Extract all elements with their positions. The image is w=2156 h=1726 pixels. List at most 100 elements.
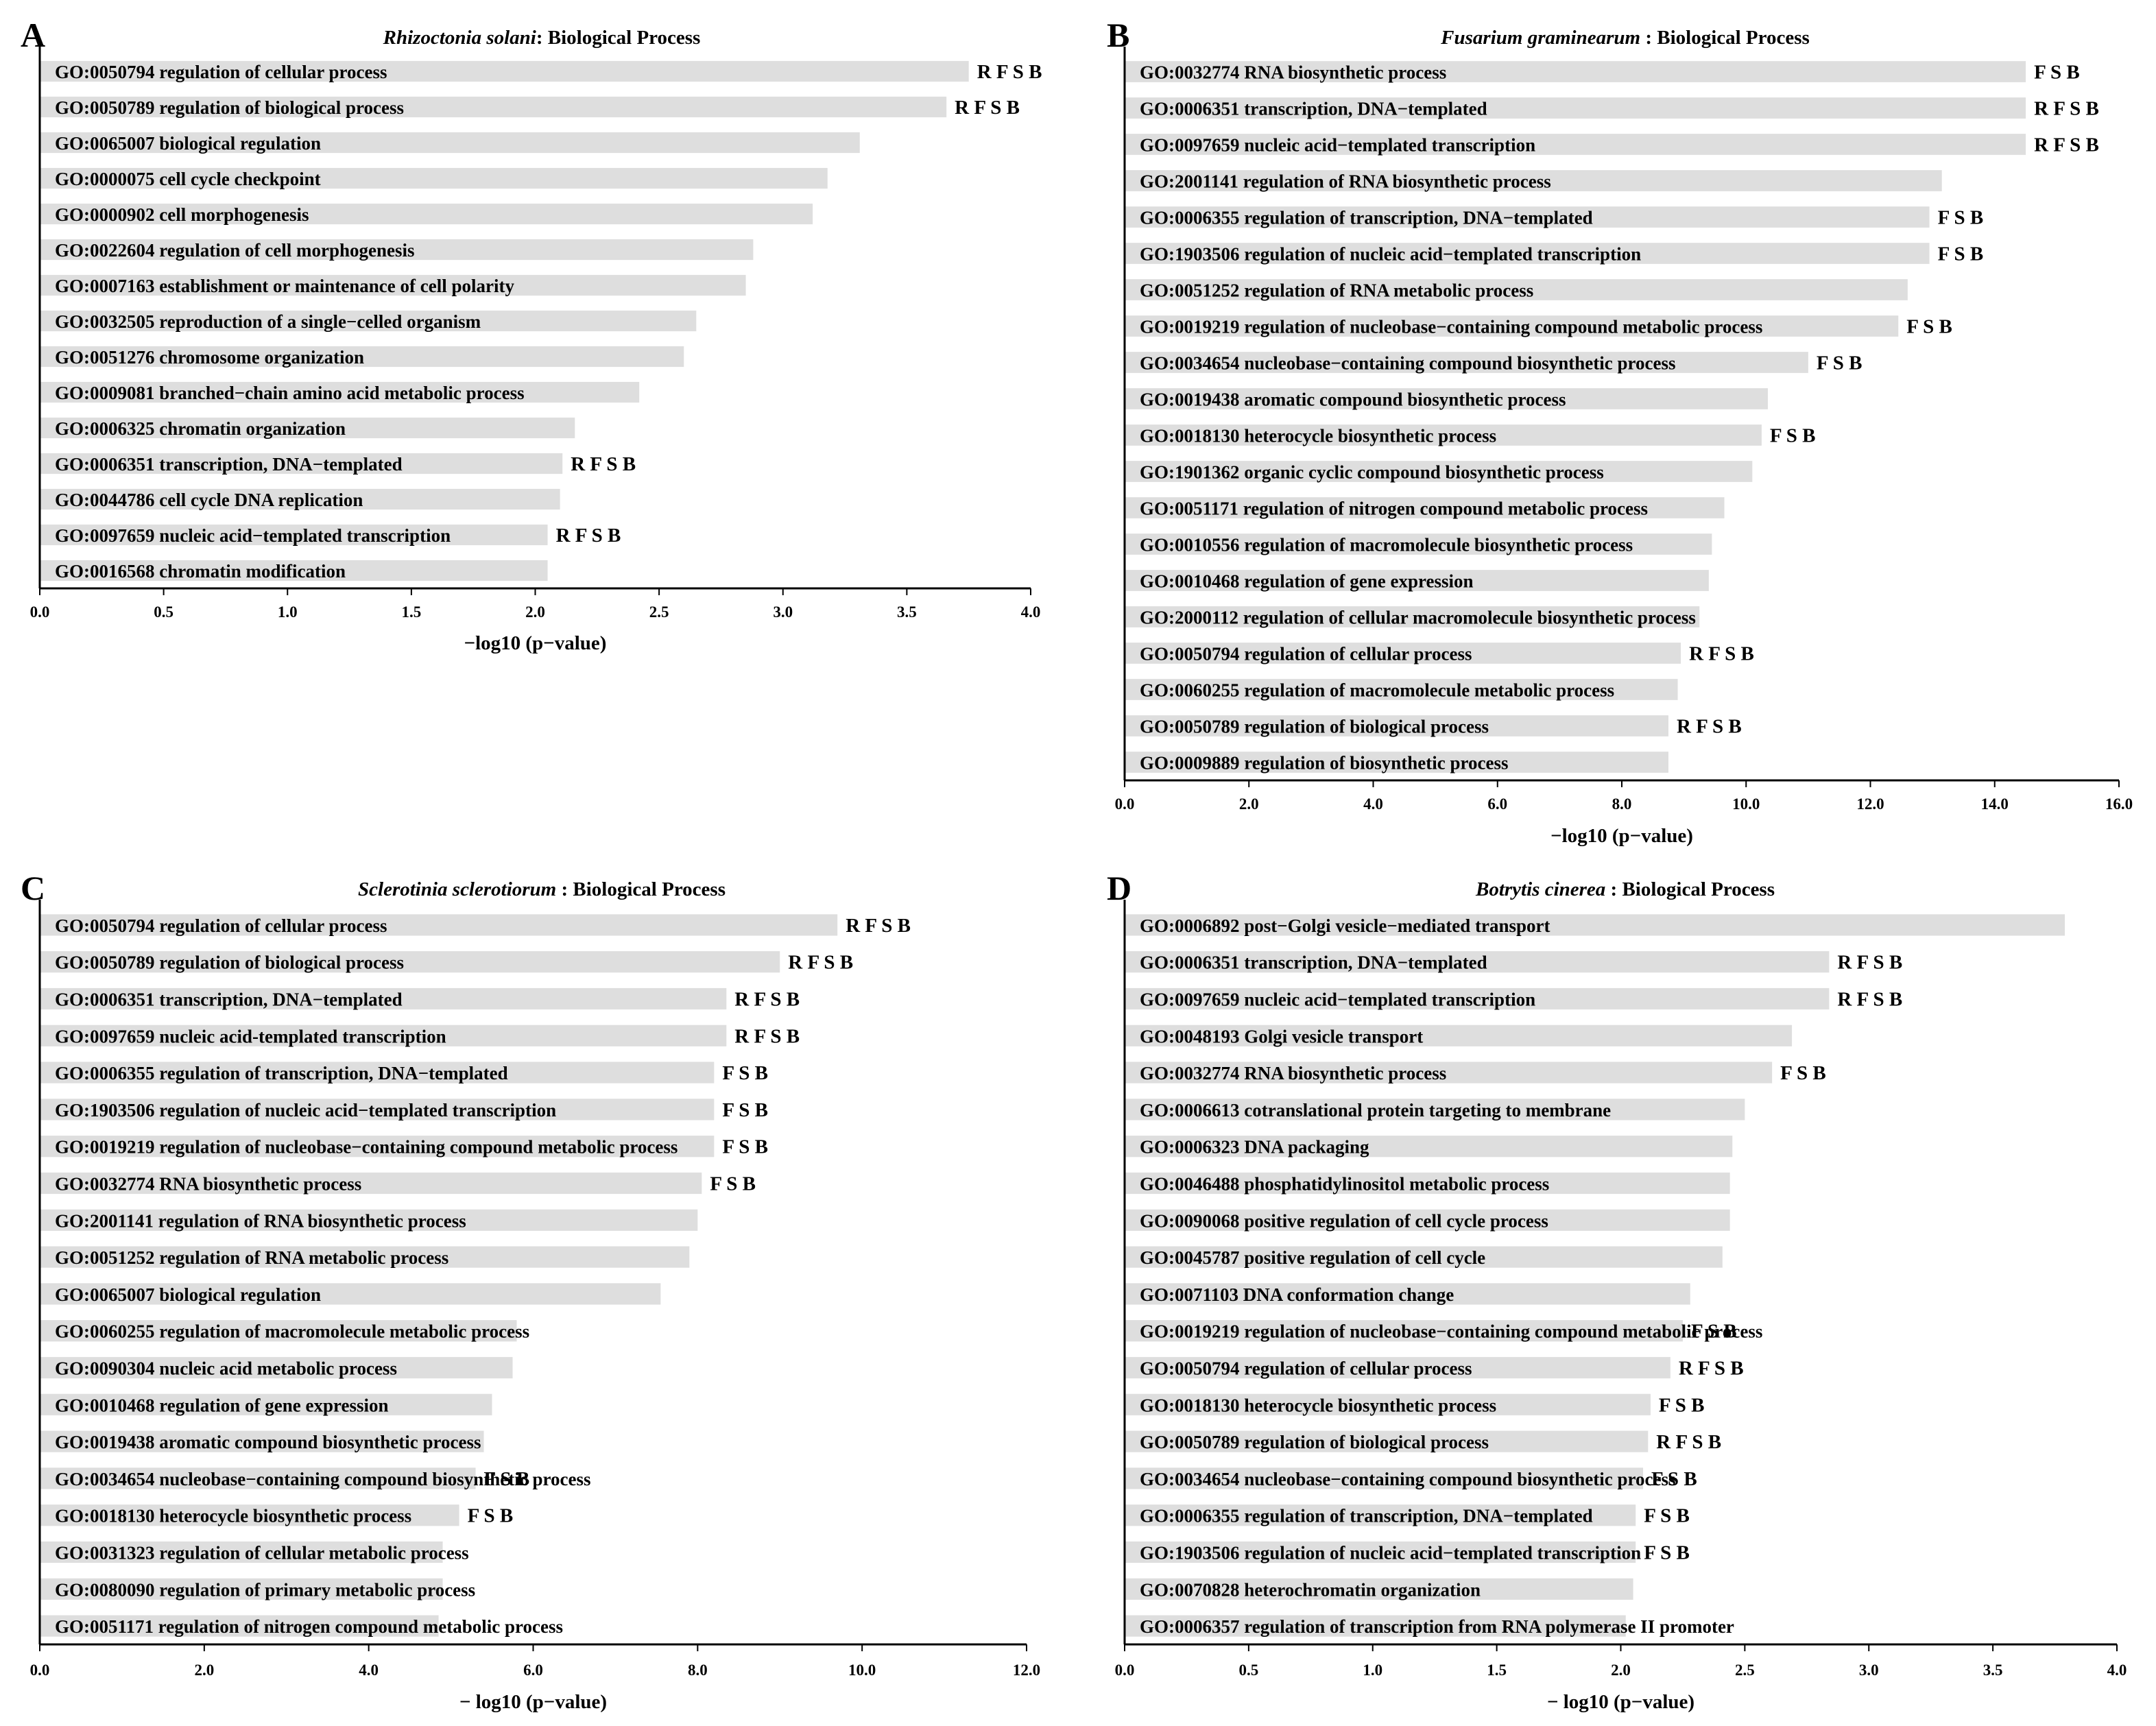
bar <box>40 1541 443 1563</box>
category-label: GO:0090068 positive regulation of cell c… <box>1140 1210 1548 1231</box>
category-label: GO:0044786 cell cycle DNA replication <box>55 490 363 510</box>
significance-label: R F S B <box>1679 1358 1744 1380</box>
x-tick-label: 16.0 <box>2105 795 2133 813</box>
significance-label: R F S B <box>846 915 911 937</box>
x-tick-label: 4.0 <box>359 1662 379 1679</box>
significance-label: F S B <box>1644 1505 1690 1527</box>
panel-title: Sclerotinia sclerotiorum : Biological Pr… <box>358 878 726 900</box>
panel-title: Fusarium graminearum : Biological Proces… <box>1440 27 1810 49</box>
bar <box>40 1246 690 1268</box>
category-label: GO:0051276 chromosome organization <box>55 347 364 368</box>
panel-letter: A <box>21 16 45 54</box>
category-label: GO:0031323 regulation of cellular metabo… <box>55 1543 469 1563</box>
category-label: GO:0006351 transcription, DNA−templated <box>1140 952 1487 973</box>
x-tick-label: 0.0 <box>1115 795 1135 813</box>
bar <box>1125 951 1830 973</box>
x-tick-label: 1.5 <box>402 603 422 621</box>
bar <box>1125 1172 1730 1195</box>
bar <box>1125 752 1668 773</box>
bar <box>40 1393 492 1415</box>
category-label: GO:1901362 organic cyclic compound biosy… <box>1140 462 1604 483</box>
category-label: GO:0050789 regulation of biological proc… <box>55 97 404 118</box>
significance-label: R F S B <box>1677 716 1742 738</box>
category-label: GO:0016568 chromatin modification <box>55 561 346 582</box>
category-label: GO:0006613 cotranslational protein targe… <box>1140 1100 1611 1120</box>
bar <box>40 914 838 936</box>
bar <box>40 1615 439 1637</box>
bar <box>40 167 828 189</box>
panel-title-species: Fusarium graminearum <box>1440 27 1640 49</box>
category-label: GO:0019219 regulation of nucleobase−cont… <box>55 1137 678 1158</box>
bar <box>40 417 575 439</box>
panel-title-suffix: : Biological Process <box>1640 27 1810 49</box>
category-label: GO:0051171 regulation of nitrogen compou… <box>1140 499 1648 519</box>
category-label: GO:0046488 phosphatidylinositol metaboli… <box>1140 1174 1549 1195</box>
category-label: GO:0006325 chromatin organization <box>55 418 346 439</box>
category-label: GO:0010556 regulation of macromolecule b… <box>1140 535 1633 555</box>
bar <box>40 310 697 332</box>
x-tick-label: 14.0 <box>1981 795 2009 813</box>
x-tick-label: 4.0 <box>1363 795 1383 813</box>
significance-label: R F S B <box>571 453 636 475</box>
category-label: GO:0080090 regulation of primary metabol… <box>55 1579 475 1600</box>
category-label: GO:2000112 regulation of cellular macrom… <box>1140 608 1696 628</box>
x-tick-label: 3.5 <box>1983 1662 2003 1679</box>
category-label: GO:1903506 regulation of nucleic acid−te… <box>1140 1543 1641 1563</box>
x-tick-label: 1.0 <box>1363 1662 1382 1679</box>
category-label: GO:0097659 nucleic acid-templated transc… <box>55 1026 446 1046</box>
category-label: GO:0097659 nucleic acid−templated transc… <box>1140 990 1535 1010</box>
category-label: GO:0018130 heterocycle biosynthetic proc… <box>55 1506 411 1526</box>
category-label: GO:0032774 RNA biosynthetic process <box>1140 62 1446 83</box>
category-label: GO:0070828 heterochromatin organization <box>1140 1579 1481 1600</box>
panel-title-species: Rhizoctonia solani <box>383 27 536 49</box>
bar <box>40 1467 476 1489</box>
bar <box>40 987 727 1010</box>
category-label: GO:1903506 regulation of nucleic acid−te… <box>55 1100 556 1120</box>
x-tick-label: 2.0 <box>1611 1662 1631 1679</box>
panel-title-suffix: : Biological Process <box>556 878 726 900</box>
x-tick-label: 6.0 <box>1487 795 1507 813</box>
category-label: GO:0048193 Golgi vesicle transport <box>1140 1026 1423 1046</box>
panel-letter: D <box>1107 869 1131 907</box>
x-tick-label: 1.0 <box>278 603 298 621</box>
significance-label: F S B <box>1938 243 1984 265</box>
category-label: GO:0097659 nucleic acid−templated transc… <box>55 525 451 546</box>
significance-label: R F S B <box>734 1025 800 1047</box>
x-tick-label: 3.0 <box>773 603 793 621</box>
x-tick-label: 12.0 <box>1856 795 1884 813</box>
bar <box>1125 1578 1633 1600</box>
bar <box>40 951 780 973</box>
bar <box>40 1062 715 1083</box>
bar <box>1125 1615 1626 1637</box>
bar <box>1125 206 1930 228</box>
category-label: GO:0045787 positive regulation of cell c… <box>1140 1247 1485 1268</box>
bar <box>1125 1393 1651 1415</box>
x-tick-label: 4.0 <box>1021 603 1041 621</box>
bar <box>1125 1467 1644 1489</box>
category-label: GO:1903506 regulation of nucleic acid−te… <box>1140 244 1641 265</box>
category-label: GO:0090304 nucleic acid metabolic proces… <box>55 1358 397 1379</box>
bar <box>40 60 969 82</box>
significance-label: F S B <box>1644 1542 1690 1564</box>
bar <box>40 346 684 368</box>
bar <box>40 1283 661 1305</box>
bar <box>1125 987 1830 1010</box>
x-axis-label: − log10 (p−value) <box>459 1691 607 1713</box>
bar <box>40 203 813 225</box>
bar <box>40 1024 727 1046</box>
bar <box>1125 170 1942 191</box>
panel-c: C Sclerotinia sclerotiorum : Biological P… <box>21 869 1040 1713</box>
bar <box>40 239 754 261</box>
x-tick-label: 0.5 <box>154 603 173 621</box>
category-label: GO:0000075 cell cycle checkpoint <box>55 169 321 189</box>
category-label: GO:0065007 biological regulation <box>55 133 321 154</box>
bar <box>40 1356 513 1379</box>
significance-label: F S B <box>484 1468 530 1490</box>
significance-label: R F S B <box>955 97 1020 119</box>
category-label: GO:0006355 regulation of transcription, … <box>1140 1506 1593 1526</box>
category-label: GO:0050789 regulation of biological proc… <box>55 952 404 973</box>
panel-d: D Botrytis cinerea : Biological Process GO… <box>1107 869 2127 1713</box>
category-label: GO:0051171 regulation of nitrogen compou… <box>55 1616 563 1637</box>
category-label: GO:0051252 regulation of RNA metabolic p… <box>1140 280 1533 301</box>
category-label: GO:0009889 regulation of biosynthetic pr… <box>1140 753 1509 774</box>
